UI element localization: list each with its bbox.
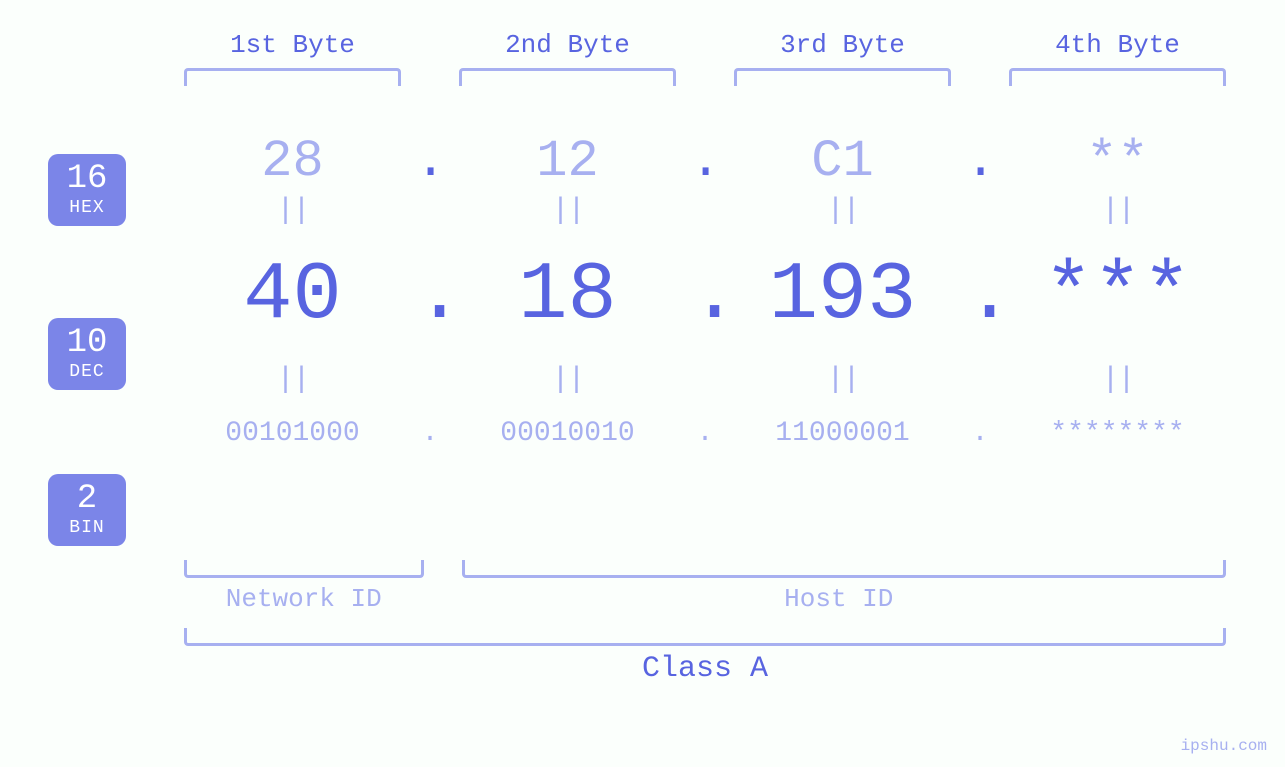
base-label: BIN	[48, 518, 126, 540]
byte-grid: 1st Byte 2nd Byte 3rd Byte 4th Byte 28 .…	[170, 30, 1240, 449]
bin-row: 00101000 . 00010010 . 11000001 . *******…	[170, 418, 1240, 449]
bracket-byte-icon	[734, 68, 951, 86]
hex-value: 12	[445, 132, 690, 191]
bracket-class-icon	[184, 628, 1226, 646]
dec-value: ***	[995, 249, 1240, 342]
hex-value: **	[995, 132, 1240, 191]
dot-separator: .	[690, 132, 720, 191]
equals-row: || || || ||	[170, 191, 1240, 231]
hex-value: 28	[170, 132, 415, 191]
dec-value: 18	[445, 249, 690, 342]
bracket-host-icon	[462, 560, 1227, 578]
hex-row: 28 . 12 . C1 . **	[170, 132, 1240, 191]
base-number: 16	[48, 162, 126, 196]
footer-brackets: Network ID Host ID Class A	[170, 560, 1240, 686]
dot-separator: .	[415, 249, 445, 342]
byte-header: 1st Byte	[170, 30, 415, 68]
base-badge-bin: 2 BIN	[48, 474, 126, 546]
base-label: HEX	[48, 198, 126, 220]
dec-value: 40	[170, 249, 415, 342]
dot-separator: .	[965, 418, 995, 449]
base-label: DEC	[48, 362, 126, 384]
equals-row: || || || ||	[170, 360, 1240, 400]
dec-value: 193	[720, 249, 965, 342]
equals-icon: ||	[826, 194, 858, 228]
byte-bracket-row	[170, 68, 1240, 86]
host-id-label: Host ID	[438, 584, 1241, 614]
dot-separator: .	[690, 418, 720, 449]
equals-icon: ||	[1101, 194, 1133, 228]
base-number: 10	[48, 326, 126, 360]
network-id-label: Network ID	[170, 584, 438, 614]
bracket-byte-icon	[1009, 68, 1226, 86]
base-number: 2	[48, 482, 126, 516]
dot-separator: .	[415, 132, 445, 191]
base-badge-hex: 16 HEX	[48, 154, 126, 226]
base-badge-dec: 10 DEC	[48, 318, 126, 390]
bin-value: 00101000	[170, 418, 415, 449]
equals-icon: ||	[826, 363, 858, 397]
byte-header: 3rd Byte	[720, 30, 965, 68]
bin-value: 11000001	[720, 418, 965, 449]
bracket-byte-icon	[184, 68, 401, 86]
dot-separator: .	[965, 249, 995, 342]
equals-icon: ||	[276, 363, 308, 397]
dot-separator: .	[965, 132, 995, 191]
watermark: ipshu.com	[1181, 737, 1267, 755]
class-label: Class A	[170, 652, 1240, 686]
byte-header-row: 1st Byte 2nd Byte 3rd Byte 4th Byte	[170, 30, 1240, 68]
byte-header: 4th Byte	[995, 30, 1240, 68]
byte-header: 2nd Byte	[445, 30, 690, 68]
dot-separator: .	[415, 418, 445, 449]
dec-row: 40 . 18 . 193 . ***	[170, 249, 1240, 342]
bracket-network-icon	[184, 560, 424, 578]
equals-icon: ||	[1101, 363, 1133, 397]
equals-icon: ||	[276, 194, 308, 228]
dot-separator: .	[690, 249, 720, 342]
equals-icon: ||	[551, 194, 583, 228]
equals-icon: ||	[551, 363, 583, 397]
bracket-byte-icon	[459, 68, 676, 86]
bin-value: 00010010	[445, 418, 690, 449]
hex-value: C1	[720, 132, 965, 191]
bin-value: ********	[995, 418, 1240, 449]
